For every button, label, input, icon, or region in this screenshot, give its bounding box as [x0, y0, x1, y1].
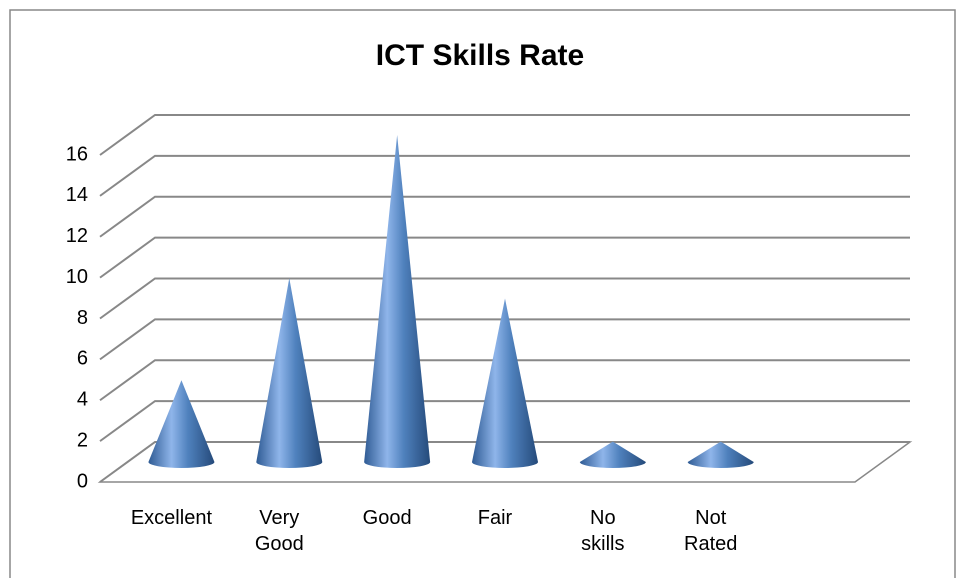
x-tick-label: Fair	[477, 507, 513, 529]
grid-line	[99, 400, 910, 442]
cone	[364, 135, 431, 468]
y-tick-label: 6	[77, 348, 88, 370]
y-tick-label: 2	[77, 429, 88, 451]
grid-line	[99, 154, 910, 197]
x-tick-label: Very Good	[254, 507, 304, 555]
y-tick-label: 0	[77, 470, 88, 492]
x-tick-label: Not Rated	[684, 507, 738, 555]
y-tick-label: 10	[66, 266, 88, 288]
x-tick-label: Good	[362, 507, 412, 529]
grid-line	[99, 441, 910, 483]
cone	[687, 441, 754, 468]
x-tick-label: Excellent	[130, 507, 212, 529]
chart-frame	[9, 9, 956, 578]
y-tick-label: 12	[66, 225, 88, 247]
y-tick-label: 16	[66, 143, 88, 165]
cone	[472, 298, 538, 468]
grid-line	[99, 114, 910, 156]
cone	[579, 441, 646, 468]
cone	[148, 380, 215, 468]
grid-line	[99, 359, 910, 402]
grid-line	[99, 277, 910, 320]
grid-line	[99, 236, 910, 279]
y-tick-label: 4	[77, 389, 88, 411]
grid-line	[99, 318, 910, 361]
y-tick-label: 14	[66, 184, 88, 206]
grid-line	[99, 195, 910, 238]
cone	[256, 278, 323, 468]
y-tick-label: 8	[77, 307, 88, 329]
x-tick-label: No skills	[581, 507, 625, 555]
chart-title: ICT Skills Rate	[376, 39, 584, 72]
